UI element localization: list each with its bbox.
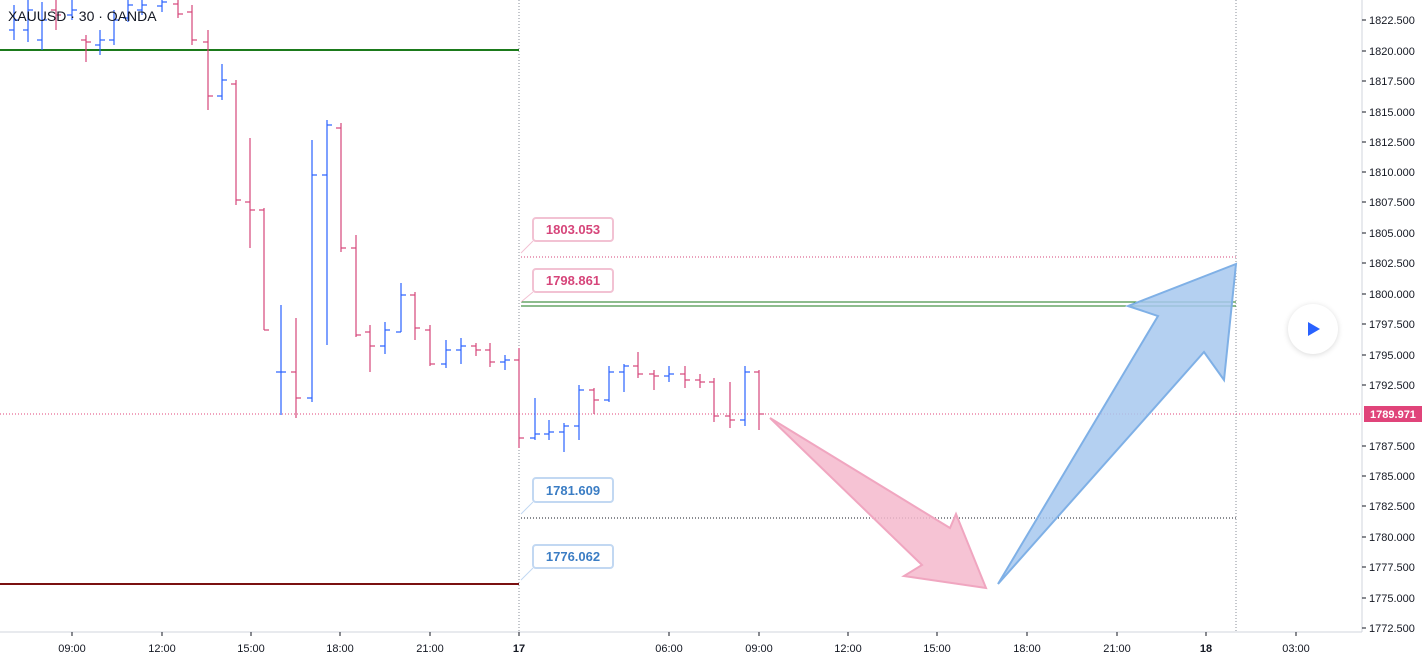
down-arrow-shape[interactable]: [769, 417, 988, 590]
callout-1803-text: 1803.053: [546, 222, 600, 237]
ohlc-bars: [9, 0, 764, 452]
time-tick-label: 12:00: [148, 643, 176, 655]
play-icon: [1308, 322, 1320, 336]
price-tick-label: 1795.000: [1369, 350, 1415, 362]
callout-1776[interactable]: 1776.062: [520, 544, 614, 581]
last-price-text: 1789.971: [1370, 409, 1416, 421]
price-tick-label: 1815.000: [1369, 107, 1415, 119]
callout-1798-text: 1798.861: [546, 273, 600, 288]
price-tick-label: 1817.500: [1369, 76, 1415, 88]
callout-1803[interactable]: 1803.053: [520, 217, 614, 254]
time-tick-label: 09:00: [745, 643, 773, 655]
time-tick-label: 21:00: [416, 643, 444, 655]
price-tick-label: 1805.000: [1369, 228, 1415, 240]
price-tick-label: 1822.500: [1369, 15, 1415, 27]
time-tick-label: 21:00: [1103, 643, 1131, 655]
play-button[interactable]: [1288, 304, 1338, 354]
price-tick-label: 1772.500: [1369, 623, 1415, 635]
price-tick-label: 1812.500: [1369, 137, 1415, 149]
time-tick-label: 18:00: [1013, 643, 1041, 655]
price-tick-label: 1787.500: [1369, 441, 1415, 453]
callout-1798[interactable]: 1798.861: [520, 268, 614, 303]
time-axis[interactable]: 09:00 12:00 15:00 18:00 21:00 17 06:00 09:00 12:…: [58, 632, 1310, 655]
price-tick-label: 1775.000: [1369, 593, 1415, 605]
time-tick-label: 17: [513, 643, 525, 655]
price-tick-label: 1797.500: [1369, 319, 1415, 331]
callout-1781[interactable]: 1781.609: [520, 477, 614, 515]
price-tick-label: 1807.500: [1369, 197, 1415, 209]
symbol-title: XAUUSD · 30 · OANDA: [8, 8, 157, 24]
price-tick-label: 1792.500: [1369, 380, 1415, 392]
callout-1781-text: 1781.609: [546, 483, 600, 498]
price-tick-label: 1800.000: [1369, 289, 1415, 301]
time-tick-label: 09:00: [58, 643, 86, 655]
price-tick-label: 1782.500: [1369, 501, 1415, 513]
time-tick-label: 15:00: [923, 643, 951, 655]
price-tick-label: 1810.000: [1369, 167, 1415, 179]
price-tick-label: 1780.000: [1369, 532, 1415, 544]
price-tick-label: 1820.000: [1369, 46, 1415, 58]
price-axis[interactable]: 1822.500 1820.000 1817.500 1815.000 1812.500…: [1362, 15, 1415, 635]
price-tick-label: 1777.500: [1369, 562, 1415, 574]
last-price-marker: 1789.971: [1364, 406, 1422, 422]
up-arrow-shape[interactable]: [997, 262, 1238, 585]
callout-1776-text: 1776.062: [546, 549, 600, 564]
price-tick-label: 1785.000: [1369, 471, 1415, 483]
time-tick-label: 18: [1200, 643, 1212, 655]
time-tick-label: 03:00: [1282, 643, 1310, 655]
time-tick-label: 18:00: [326, 643, 354, 655]
time-tick-label: 12:00: [834, 643, 862, 655]
time-tick-label: 15:00: [237, 643, 265, 655]
price-tick-label: 1802.500: [1369, 258, 1415, 270]
time-tick-label: 06:00: [655, 643, 683, 655]
